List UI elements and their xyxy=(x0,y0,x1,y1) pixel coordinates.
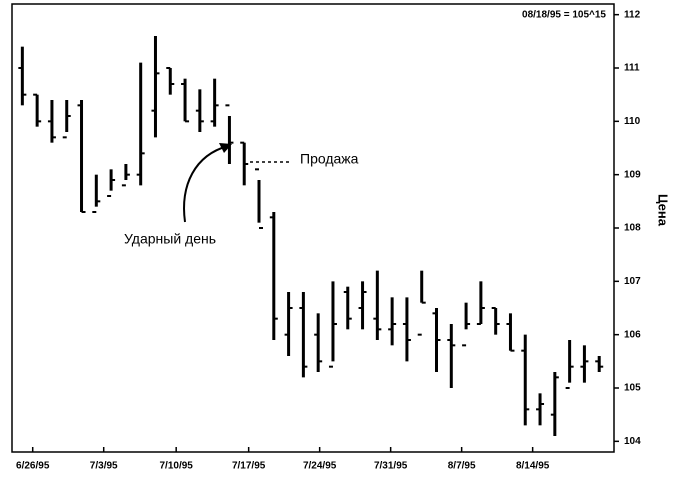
y-tick-label: 108 xyxy=(624,223,641,234)
y-tick-label: 105 xyxy=(624,383,641,394)
x-tick-label: 7/3/95 xyxy=(90,461,118,472)
plot-frame xyxy=(11,3,615,453)
y-tick-label: 104 xyxy=(624,436,641,447)
y-tick-label: 106 xyxy=(624,329,641,340)
x-tick-label: 7/10/95 xyxy=(159,461,193,472)
x-tick-label: 8/7/95 xyxy=(448,461,476,472)
x-tick-label: 8/14/95 xyxy=(516,461,550,472)
x-tick-label: 7/17/95 xyxy=(232,461,266,472)
x-tick-label: 6/26/95 xyxy=(16,461,50,472)
y-tick-label: 109 xyxy=(624,169,641,180)
y-tick-label: 107 xyxy=(624,276,641,287)
y-tick-label: 111 xyxy=(624,63,640,74)
annotation: Ударный день xyxy=(124,231,216,247)
chart-title: 08/18/95 = 105^15 xyxy=(522,10,606,21)
x-tick-label: 7/31/95 xyxy=(374,461,408,472)
x-tick-label: 7/24/95 xyxy=(303,461,337,472)
y-tick-label: 110 xyxy=(624,116,641,127)
y-axis-label: Цена xyxy=(656,194,671,227)
arrow xyxy=(183,145,229,223)
y-tick-label: 112 xyxy=(624,9,641,20)
annotation: Продажа xyxy=(300,151,359,167)
